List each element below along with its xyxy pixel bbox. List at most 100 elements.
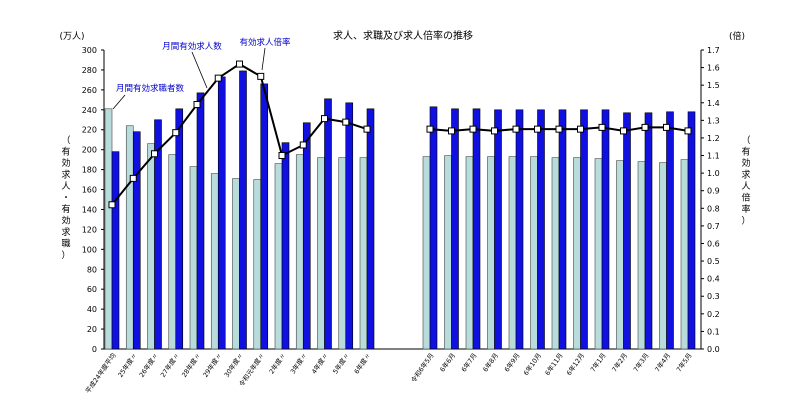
ratio-point (448, 127, 455, 135)
bar-job-openings (494, 109, 502, 350)
left-tick-label: 220 (82, 126, 97, 135)
bar-job-openings (345, 102, 354, 350)
right-tick-label: 0.4 (707, 275, 720, 284)
axis-label-char: 効 (61, 215, 70, 227)
bar-job-seekers (508, 156, 517, 350)
bar-job-openings (601, 109, 610, 350)
left-tick-label: 300 (82, 46, 97, 55)
axis-label-char: 倍 (741, 192, 750, 204)
ratio-point (257, 72, 265, 80)
left-tick-label: 20 (87, 325, 97, 334)
x-tick-label: 7年4月 (653, 351, 673, 374)
axis-label-char: 人 (741, 181, 750, 192)
bar-job-openings (515, 109, 524, 350)
annotation-job-openings: 月間有効求人数 (162, 41, 222, 52)
ratio-point (577, 125, 584, 133)
bar-job-openings (687, 111, 696, 350)
ratio-line (108, 60, 692, 209)
ratio-point (426, 125, 434, 133)
right-tick-label: 1.7 (707, 46, 720, 55)
left-tick-label: 160 (82, 186, 97, 195)
x-tick-label: 6年9月 (502, 351, 522, 374)
bar-job-openings (175, 108, 184, 350)
bar-job-openings (558, 109, 567, 350)
right-tick-label: 1.1 (707, 152, 720, 161)
chart-title: 求人、求職及び求人倍率の推移 (333, 29, 473, 42)
left-tick-label: 140 (82, 205, 97, 214)
axis-label-char: 有 (61, 146, 70, 158)
x-tick-label: 3年度〃 (288, 351, 309, 376)
ratio-point (641, 123, 649, 131)
bar-job-openings (154, 119, 162, 350)
right-tick-label: 0.7 (707, 222, 720, 231)
ratio-point (342, 118, 350, 126)
bar-job-openings (324, 98, 332, 350)
x-tick-label: 30年度〃 (222, 351, 245, 379)
bar-job-seekers (253, 179, 262, 350)
right-tick-label: 0.8 (707, 204, 720, 213)
bar-job-seekers (210, 173, 219, 350)
bar-job-seekers (551, 157, 560, 350)
x-tick-label: 7年5月 (674, 351, 694, 374)
left-tick-label: 60 (87, 285, 97, 294)
bar-job-openings (644, 112, 653, 350)
left-tick-label: 280 (82, 66, 97, 75)
bar-job-seekers (338, 157, 347, 350)
bar-job-seekers (422, 156, 431, 350)
axis-label-char: ） (61, 250, 70, 261)
bar-job-openings (666, 111, 674, 350)
right-tick-label: 0.2 (707, 310, 720, 319)
bar-job-seekers (637, 161, 646, 350)
bar-job-openings (537, 109, 545, 350)
right-tick-label: 0.3 (707, 292, 720, 301)
annotation-leader (191, 51, 208, 89)
bar-job-seekers (594, 158, 603, 350)
x-tick-label: 7年1月 (588, 351, 608, 374)
bar-job-seekers (232, 178, 240, 350)
x-tick-label: 6年8月 (481, 351, 501, 374)
bar-job-openings (217, 76, 226, 350)
bar-job-seekers (147, 143, 155, 350)
x-tick-label: 6年10月 (521, 351, 543, 377)
x-tick-label: 6年7月 (459, 351, 479, 374)
bar-job-seekers (530, 156, 538, 350)
x-tick-label: 29年度〃 (201, 351, 224, 379)
left-tick-label: 180 (82, 166, 97, 175)
bar-job-openings (580, 109, 588, 350)
left-tick-label: 120 (82, 225, 97, 234)
x-tick-label: 7年2月 (610, 351, 630, 374)
left-tick-label: 240 (82, 106, 97, 115)
x-tick-label: 27年度〃 (158, 351, 181, 379)
left-tick-label: 40 (87, 305, 97, 314)
bar-job-seekers (189, 166, 198, 350)
left-tick-label: 100 (82, 245, 97, 254)
x-tick-label: 4年度〃 (309, 351, 330, 376)
left-tick-label: 80 (87, 265, 97, 274)
ratio-point (129, 174, 137, 182)
bar-job-seekers (573, 157, 581, 350)
bar-job-openings (281, 142, 290, 350)
x-tick-label: 6年度〃 (352, 351, 373, 376)
x-tick-label: 5年度〃 (330, 351, 351, 376)
bar-job-seekers (168, 154, 177, 350)
bar-job-seekers (659, 162, 667, 350)
annotation-leader (261, 47, 266, 71)
bar-job-seekers (359, 157, 368, 350)
ratio-point (534, 125, 541, 133)
ratio-point (363, 125, 371, 133)
x-tick-label: 26年度〃 (137, 351, 160, 379)
x-tick-label: 2年度〃 (267, 351, 288, 376)
bar-job-seekers (295, 154, 304, 350)
ratio-point (193, 101, 201, 109)
axis-label-char: ） (741, 216, 750, 227)
bar-job-seekers (465, 156, 474, 350)
right-tick-label: 1.5 (707, 81, 720, 90)
right-tick-label: 0.5 (707, 257, 720, 266)
x-tick-label: 平成24年度平均 (83, 351, 118, 395)
right-tick-label: 1.6 (707, 64, 720, 73)
bar-job-openings (111, 151, 120, 350)
bar-job-seekers (680, 159, 689, 350)
axis-label-char: ・ (61, 194, 70, 204)
